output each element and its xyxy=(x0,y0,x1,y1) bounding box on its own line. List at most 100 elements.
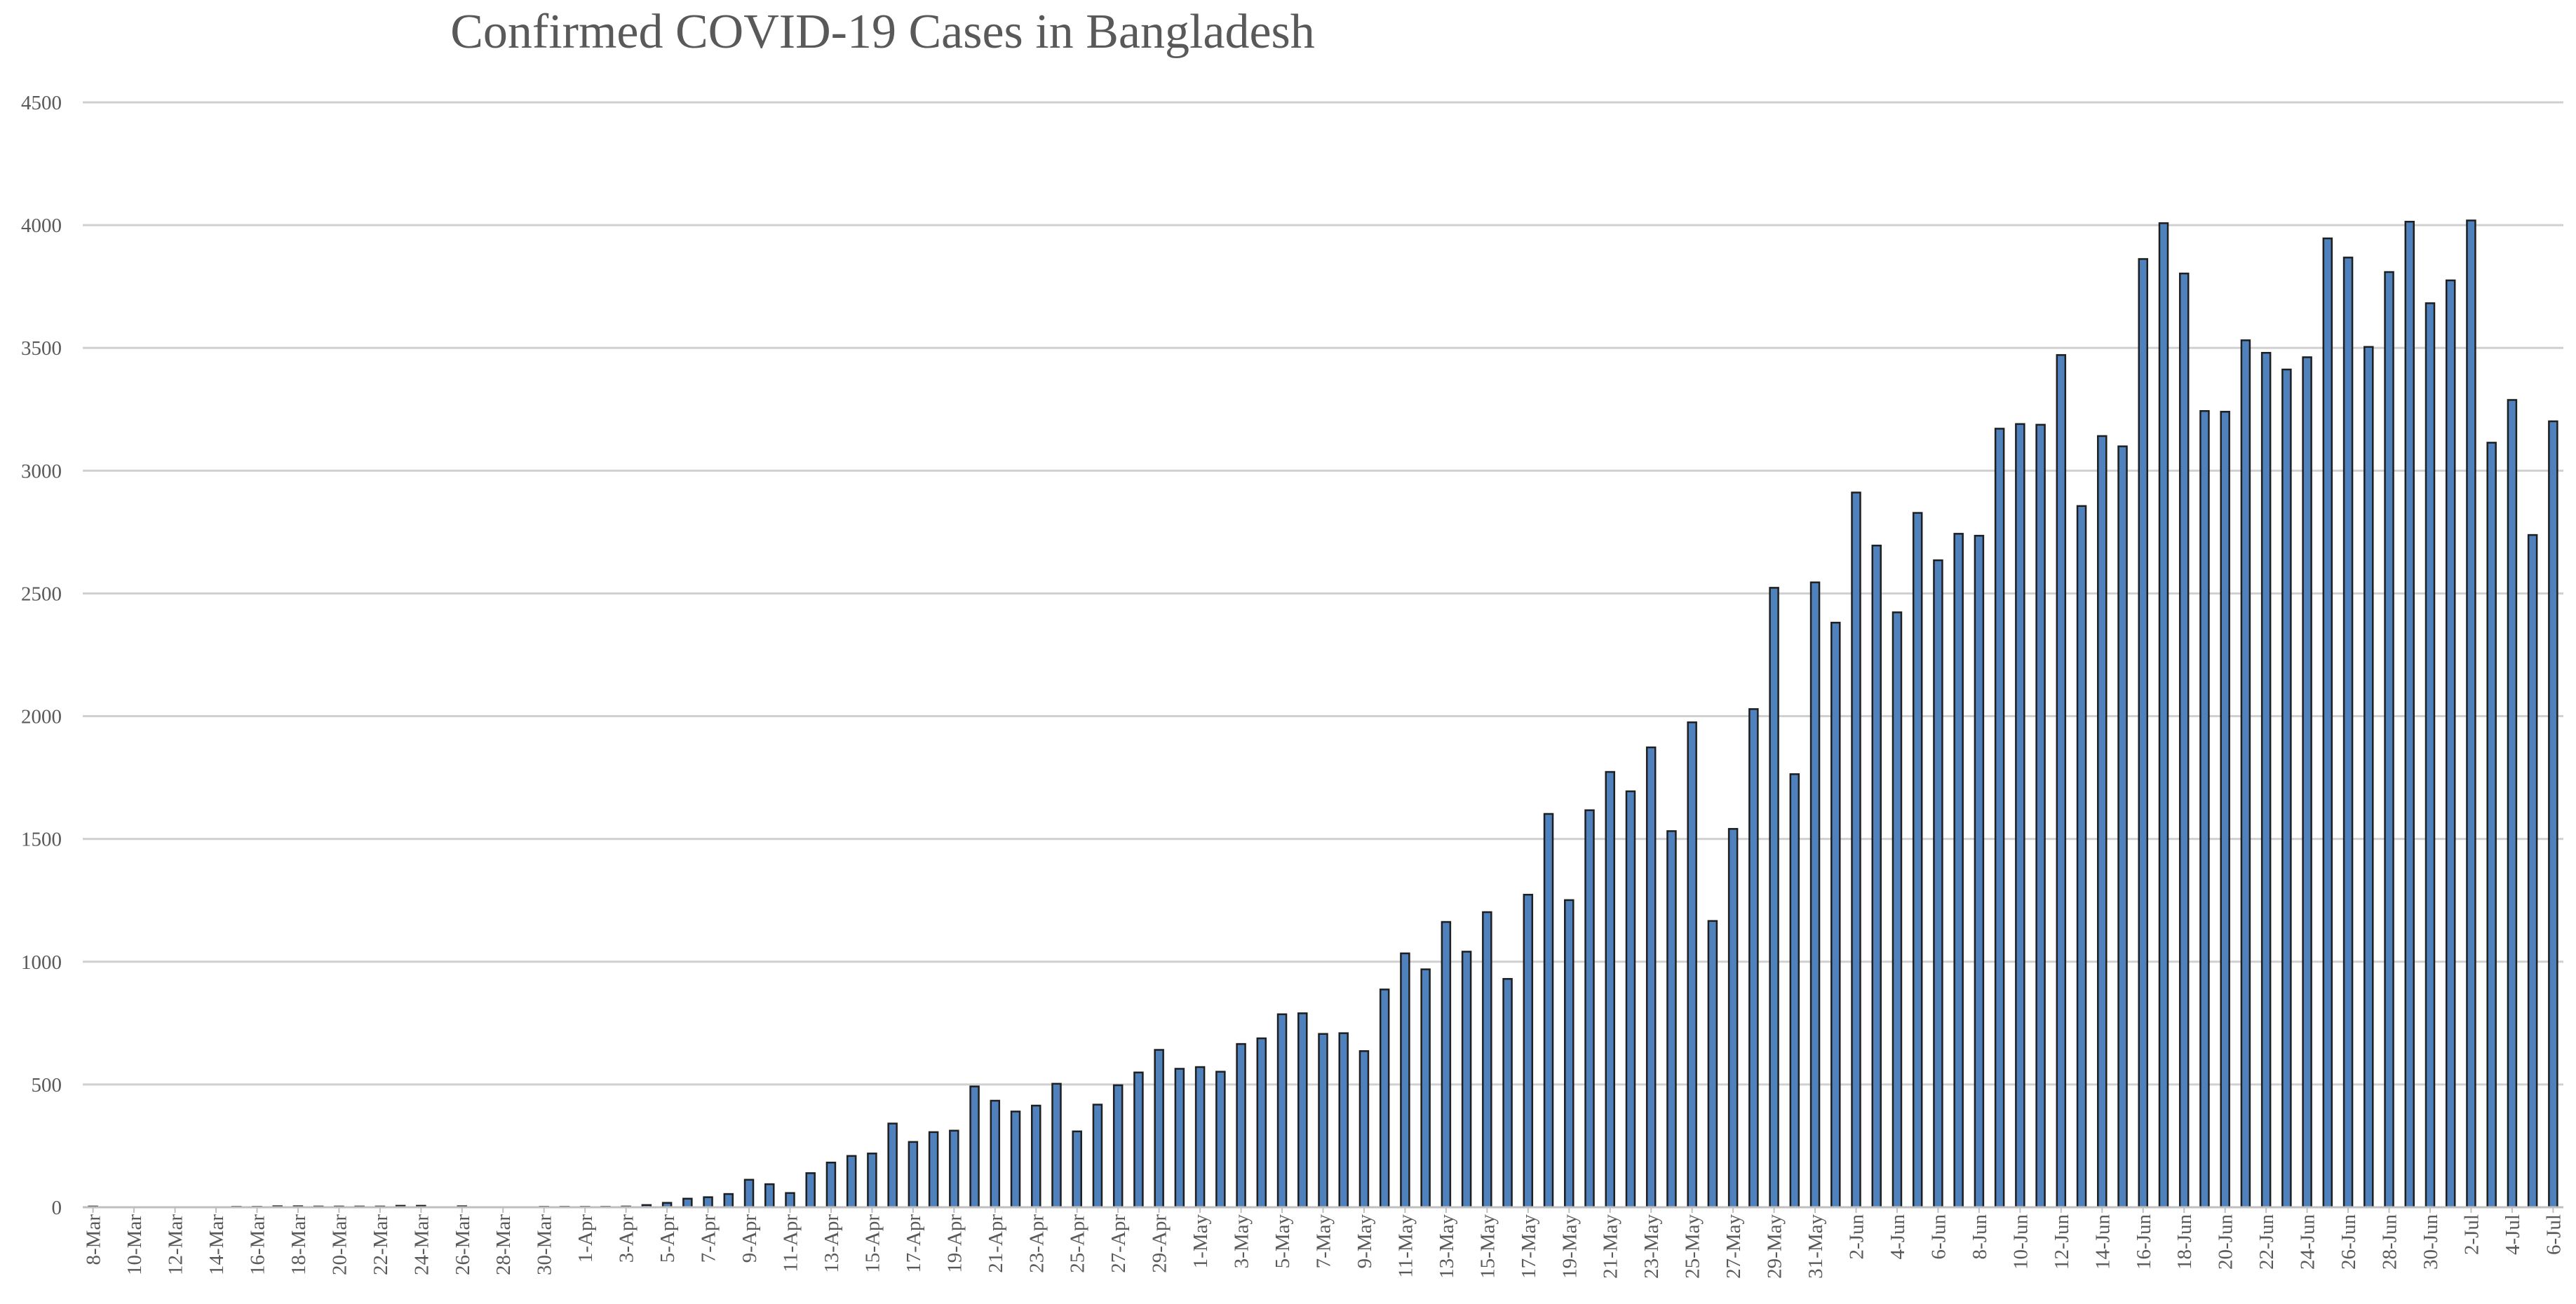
bar-9-Jun: 9-Jun: 3171 xyxy=(1994,428,2005,1209)
x-tick-label: 1-Apr xyxy=(574,1214,597,1263)
x-tick-label: 21-May xyxy=(1600,1214,1622,1279)
bar-16-Jun: 16-Jun: 3862 xyxy=(2138,258,2149,1209)
bar-23-Apr: 23-Apr: 414 xyxy=(1031,1104,1041,1209)
bar-24-Jun: 24-Jun: 3462 xyxy=(2302,356,2312,1209)
bar-22-Apr: 22-Apr: 390 xyxy=(1010,1111,1021,1209)
bar-11-Apr: 11-Apr: 58 xyxy=(785,1192,795,1209)
bar-5-May: 5-May: 786 xyxy=(1276,1013,1288,1209)
bar-13-Jun: 13-Jun: 2856 xyxy=(2076,505,2087,1209)
y-tick-label: 3500 xyxy=(21,337,62,360)
bar-16-May: 16-May: 930 xyxy=(1502,978,1513,1209)
bar-9-May: 9-May: 636 xyxy=(1358,1050,1370,1209)
bar-16-Apr: 16-Apr: 341 xyxy=(887,1122,898,1209)
x-tick-label: 18-Mar xyxy=(288,1214,310,1275)
chart-title: Confirmed COVID-19 Cases in Bangladesh xyxy=(450,5,1315,59)
x-tick-label: 15-May xyxy=(1476,1214,1499,1279)
x-tick-label: 24-Jun xyxy=(2297,1214,2319,1270)
bar-21-Jun: 21-Jun: 3531 xyxy=(2240,339,2251,1209)
bar-4-May: 4-May: 688 xyxy=(1256,1037,1267,1209)
bar-20-Apr: 20-Apr: 492 xyxy=(969,1085,980,1209)
bar-24-May: 24-May: 1532 xyxy=(1666,830,1677,1209)
bar-31-May: 31-May: 2545 xyxy=(1809,581,1821,1209)
x-tick-label: 28-Mar xyxy=(492,1214,515,1275)
bar-7-Apr: 7-Apr: 41 xyxy=(703,1196,713,1209)
x-tick-label: 19-May xyxy=(1558,1214,1581,1279)
x-tick-label: 21-Apr xyxy=(985,1214,1007,1273)
bar-24-Apr: 24-Apr: 503 xyxy=(1051,1082,1062,1209)
bar-27-Apr: 27-Apr: 497 xyxy=(1112,1084,1124,1209)
bar-18-May: 18-May: 1602 xyxy=(1543,813,1554,1209)
bar-6-Jun: 6-Jun: 2635 xyxy=(1933,559,1943,1209)
bar-8-Apr: 8-Apr: 54 xyxy=(723,1193,734,1209)
bar-13-May: 13-May: 1162 xyxy=(1441,921,1452,1209)
x-axis-tick-labels: 8-Mar 10-Mar 12-Mar 14-Mar 16-Mar 18-Mar 20-Ma… xyxy=(83,1207,2565,1279)
bar-26-Apr: 26-Apr: 418 xyxy=(1092,1103,1103,1209)
bar-14-Jun: 14-Jun: 3141 xyxy=(2097,435,2108,1209)
bar-2-Jun: 2-Jun: 2911 xyxy=(1851,491,1861,1209)
bar-6-Apr: 6-Apr: 35 xyxy=(682,1197,693,1209)
x-tick-label: 11-May xyxy=(1394,1214,1417,1278)
y-tick-label: 2000 xyxy=(21,706,62,728)
bar-10-Jun: 10-Jun: 3190 xyxy=(2015,423,2025,1209)
bar-3-May: 3-May: 665 xyxy=(1236,1042,1246,1209)
bar-1-Jul: 1-Jul: 3775 xyxy=(2445,279,2456,1209)
bar-2-Jul: 2-Jul: 4019 xyxy=(2466,219,2476,1209)
x-tick-label: 12-Mar xyxy=(165,1214,187,1275)
bar-21-Apr: 21-Apr: 434 xyxy=(990,1099,1001,1209)
x-tick-label: 9-Apr xyxy=(739,1214,761,1263)
x-tick-label: 5-May xyxy=(1272,1214,1294,1269)
bar-5-Jul: 5-Jul: 2738 xyxy=(2527,534,2538,1209)
bar-17-Jun: 17-Jun: 4008 xyxy=(2158,222,2169,1209)
x-tick-label: 17-May xyxy=(1518,1214,1540,1279)
bar-18-Apr: 18-Apr: 306 xyxy=(928,1131,939,1209)
x-tick-label: 26-Jun xyxy=(2338,1214,2360,1270)
x-tick-label: 20-Jun xyxy=(2215,1214,2237,1270)
bar-19-Apr: 19-Apr: 312 xyxy=(949,1129,959,1209)
bar-23-Jun: 23-Jun: 3412 xyxy=(2281,368,2292,1209)
bar-28-May: 28-May: 2029 xyxy=(1748,708,1759,1209)
bar-30-Apr: 30-Apr: 564 xyxy=(1174,1068,1185,1209)
x-tick-label: 25-May xyxy=(1682,1214,1704,1279)
x-tick-label: 22-Jun xyxy=(2255,1214,2278,1270)
bar-8-Jun: 8-Jun: 2735 xyxy=(1974,534,1985,1209)
y-tick-label: 0 xyxy=(52,1197,62,1219)
x-tick-label: 30-Jun xyxy=(2420,1214,2442,1270)
x-tick-label: 16-Jun xyxy=(2133,1214,2155,1270)
bar-1-Jun: 1-Jun: 2381 xyxy=(1830,621,1841,1209)
x-tick-label: 9-May xyxy=(1354,1214,1376,1269)
x-tick-label: 18-Jun xyxy=(2173,1214,2196,1270)
bar-5-Jun: 5-Jun: 2828 xyxy=(1912,512,1923,1209)
bar-4-Jun: 4-Jun: 2423 xyxy=(1891,611,1903,1209)
bar-30-May: 30-May: 1764 xyxy=(1789,773,1800,1209)
bar-25-Jun: 25-Jun: 3946 xyxy=(2322,237,2333,1209)
x-tick-label: 31-May xyxy=(1805,1214,1827,1279)
bar-17-May: 17-May: 1273 xyxy=(1523,893,1534,1209)
bar-26-May: 26-May: 1166 xyxy=(1707,920,1718,1209)
bar-18-Jun: 18-Jun: 3803 xyxy=(2178,272,2190,1209)
bar-21-May: 21-May: 1773 xyxy=(1605,770,1615,1209)
bar-25-May: 25-May: 1975 xyxy=(1687,721,1697,1209)
bar-27-May: 27-May: 1541 xyxy=(1727,828,1739,1209)
bar-29-Apr: 29-Apr: 641 xyxy=(1154,1049,1164,1209)
bar-6-Jul: 6-Jul: 3201 xyxy=(2548,420,2558,1209)
bar-15-May: 15-May: 1202 xyxy=(1482,911,1492,1209)
x-tick-label: 14-Jun xyxy=(2091,1214,2114,1270)
bar-17-Apr: 17-Apr: 266 xyxy=(908,1141,919,1209)
x-tick-label: 25-Apr xyxy=(1067,1214,1089,1273)
y-tick-label: 3000 xyxy=(21,460,62,482)
x-tick-label: 6-Jun xyxy=(1927,1214,1950,1260)
y-tick-label: 500 xyxy=(32,1074,62,1096)
bar-4-Jul: 4-Jul: 3288 xyxy=(2507,399,2518,1209)
x-tick-label: 14-Mar xyxy=(205,1214,228,1275)
bar-19-May: 19-May: 1251 xyxy=(1564,899,1574,1209)
bar-14-May: 14-May: 1041 xyxy=(1461,951,1472,1209)
bar-13-Apr: 13-Apr: 182 xyxy=(825,1162,837,1209)
bar-20-Jun: 20-Jun: 3240 xyxy=(2220,411,2230,1209)
y-tick-label: 1000 xyxy=(21,951,62,974)
bar-25-Apr: 25-Apr: 309 xyxy=(1072,1130,1082,1209)
x-tick-label: 16-Mar xyxy=(246,1214,269,1275)
x-tick-label: 8-Jun xyxy=(1969,1214,1991,1260)
y-axis-tick-labels: 0 500 1000 1500 2000 2500 3000 3500 4000 4500 xyxy=(21,92,62,1219)
x-tick-label: 6-Jul xyxy=(2542,1214,2565,1255)
